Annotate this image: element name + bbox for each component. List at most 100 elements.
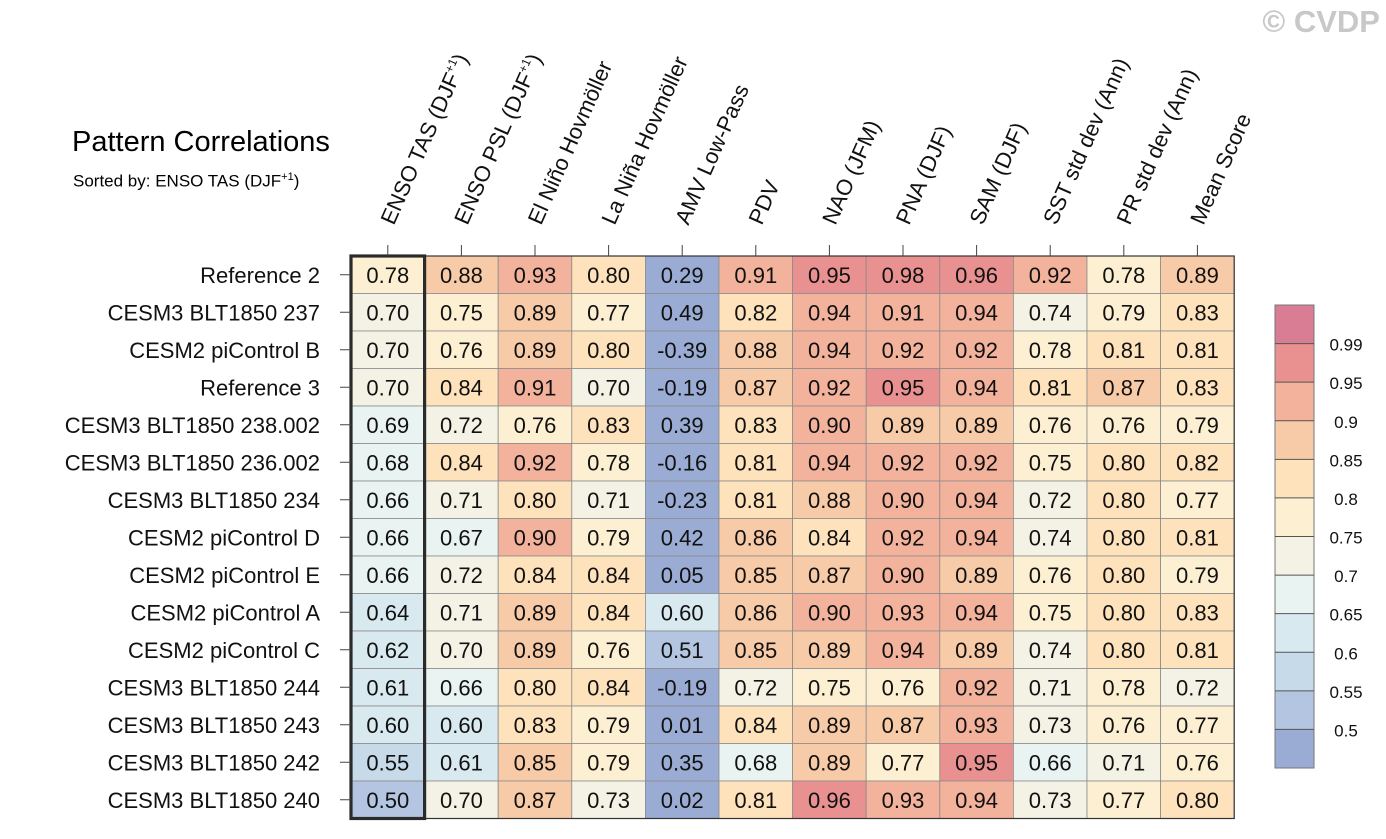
column-label-text: ENSO PSL (DJF [449, 69, 538, 228]
cell-value-label: 0.90 [514, 525, 557, 550]
cell-value-label: 0.88 [808, 488, 851, 513]
cell-value-label: 0.77 [1102, 788, 1145, 813]
heatmap-cell [939, 255, 1014, 294]
heatmap-cell [939, 668, 1014, 707]
colorbar-tick-label: 0.85 [1329, 451, 1362, 470]
heatmap-cell [792, 630, 867, 669]
cell-value-label: 0.76 [587, 638, 630, 663]
cell-value-label: 0.81 [1176, 525, 1219, 550]
colorbar-tick-label: 0.5 [1334, 721, 1358, 740]
cell-value-label: 0.94 [808, 338, 851, 363]
heatmap-cell [1160, 593, 1235, 632]
heatmap-cell [350, 593, 425, 632]
cell-value-label: 0.92 [955, 450, 998, 475]
heatmap-cell [718, 480, 793, 519]
heatmap-cell [939, 480, 1014, 519]
heatmap-cell [424, 480, 499, 519]
colorbar-segment [1275, 382, 1314, 421]
cell-value-label: 0.02 [661, 788, 704, 813]
heatmap-cell [497, 668, 573, 707]
heatmap-cell [571, 668, 646, 707]
cell-value-label: 0.76 [440, 338, 483, 363]
cell-value-label: 0.81 [734, 488, 777, 513]
heatmap-cell [1160, 255, 1235, 294]
heatmap-cell [571, 705, 646, 744]
cell-value-label: 0.89 [955, 563, 998, 588]
cell-value-label: -0.16 [657, 450, 707, 475]
cell-value-label: 0.80 [1102, 600, 1145, 625]
cell-value-label: 0.87 [514, 788, 557, 813]
heatmap-cell [424, 630, 499, 669]
cell-value-label: 0.84 [587, 675, 630, 700]
colorbar-tick-label: 0.55 [1329, 683, 1362, 702]
cell-value-label: 0.05 [661, 563, 704, 588]
heatmap-cell [939, 705, 1014, 744]
heatmap-cell [1086, 443, 1161, 482]
cell-value-label: 0.83 [1176, 600, 1219, 625]
cell-value-label: 0.87 [1102, 375, 1145, 400]
cell-value-label: 0.35 [661, 750, 704, 775]
cell-value-label: 0.95 [955, 750, 998, 775]
cell-value-label: 0.87 [734, 375, 777, 400]
cell-value-label: 0.89 [514, 638, 557, 663]
heatmap-cell [865, 518, 941, 557]
cell-value-label: 0.90 [808, 413, 851, 438]
cell-value-label: 0.66 [1029, 750, 1072, 775]
cell-value-label: 0.88 [440, 263, 483, 288]
heatmap-cell [1160, 630, 1235, 669]
cell-value-label: 0.70 [587, 375, 630, 400]
row-label: CESM3 BLT1850 236.002 [65, 450, 320, 475]
cell-value-label: 0.70 [366, 338, 409, 363]
cell-value-label: 0.76 [882, 675, 925, 700]
cell-value-label: 0.84 [587, 563, 630, 588]
row-label: CESM3 BLT1850 244 [108, 675, 320, 700]
cell-value-label: 0.80 [587, 338, 630, 363]
heatmap-cell [424, 330, 499, 369]
cell-value-label: 0.70 [440, 638, 483, 663]
cell-value-label: 0.84 [440, 450, 483, 475]
colorbar-segment [1275, 459, 1314, 498]
cell-value-label: -0.39 [657, 338, 707, 363]
cell-value-label: 0.80 [1102, 488, 1145, 513]
colorbar-tick-label: 0.65 [1329, 606, 1362, 625]
cell-value-label: 0.93 [882, 600, 925, 625]
heatmap-cell [718, 630, 793, 669]
cell-value-label: 0.64 [366, 600, 409, 625]
heatmap-cell [571, 293, 646, 332]
cell-value-label: 0.72 [1176, 675, 1219, 700]
heatmap-cell [497, 705, 573, 744]
cell-value-label: 0.83 [1176, 375, 1219, 400]
cell-value-label: 0.80 [1102, 525, 1145, 550]
heatmap-cell [645, 293, 720, 332]
colorbar-segment [1275, 652, 1314, 691]
heatmap-cell [718, 330, 793, 369]
cell-value-label: 0.78 [1102, 263, 1145, 288]
cell-value-label: 0.91 [514, 375, 557, 400]
heatmap-cell [497, 555, 573, 594]
cell-value-label: 0.82 [734, 300, 777, 325]
cell-value-label: 0.83 [587, 413, 630, 438]
cell-value-label: 0.75 [1029, 450, 1072, 475]
heatmap-cell [571, 780, 646, 819]
cell-value-label: 0.60 [661, 600, 704, 625]
row-label: CESM2 piControl A [130, 600, 320, 625]
colorbar-segment [1275, 343, 1314, 383]
heatmap-cell [1013, 255, 1088, 294]
cell-value-label: 0.39 [661, 413, 704, 438]
heatmap-cell [1160, 518, 1235, 557]
heatmap-cell [424, 555, 499, 594]
heatmap-cell [792, 593, 867, 632]
column-label-text: SAM (DJF) [964, 119, 1031, 229]
column-label-text: PNA (DJF) [891, 122, 957, 228]
cell-value-label: 0.92 [882, 450, 925, 475]
cell-value-label: 0.89 [955, 638, 998, 663]
cell-value-label: 0.71 [1102, 750, 1145, 775]
heatmap-cell [1013, 705, 1088, 744]
colorbar-segment [1275, 575, 1314, 614]
heatmap-cell [1086, 555, 1161, 594]
cell-value-label: 0.80 [587, 263, 630, 288]
cell-value-label: 0.77 [1176, 488, 1219, 513]
colorbar-tick-label: 0.95 [1329, 374, 1362, 393]
heatmap-cell [939, 630, 1014, 669]
cell-value-label: 0.92 [514, 450, 557, 475]
